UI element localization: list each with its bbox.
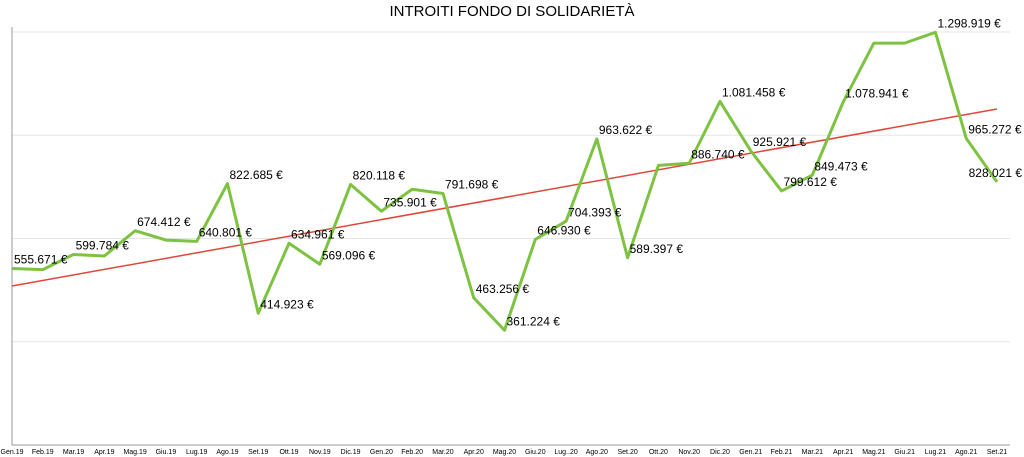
x-tick-label: Ott.20 [649,449,668,456]
x-tick-label: Gen.19 [1,449,24,456]
data-label: 555.671 € [14,253,68,267]
x-tick-label: Mar.19 [63,449,85,456]
data-label: 569.096 € [322,248,376,262]
x-tick-label: Ott.19 [279,449,298,456]
x-tick-label: Set.19 [248,449,268,456]
x-tick-label: Giu.20 [525,449,546,456]
data-label: 646.930 € [537,224,591,238]
x-tick-label: Apr.20 [464,449,484,456]
x-tick-label: Gen.20 [370,449,393,456]
data-label: 1.078.941 € [845,86,909,100]
x-tick-label: Lug.19 [186,449,208,456]
x-tick-label: Ago.19 [216,449,238,456]
data-label: 463.256 € [476,282,530,296]
x-tick-label: Dic.20 [710,449,730,456]
data-label: 704.393 € [568,205,622,219]
data-label: 886.740 € [691,147,745,161]
x-tick-label: Lug.21 [925,449,947,456]
x-tick-label: Feb.21 [771,449,793,456]
data-label: 674.412 € [137,215,191,229]
x-tick-label: Lug..20 [554,449,577,456]
data-label: 822.685 € [229,168,283,182]
data-label: 791.698 € [445,178,499,192]
data-label: 599.784 € [76,239,130,253]
x-tick-label: Mag.20 [493,449,516,456]
data-label: 634.961 € [291,227,345,241]
x-tick-label: Dic.19 [341,449,361,456]
data-label: 640.801 € [199,226,253,240]
x-tick-label: Mag.21 [862,449,885,456]
data-label: 589.397 € [630,242,684,256]
x-tick-label: Mar.21 [802,449,824,456]
x-tick-label: Nov.20 [678,449,700,456]
data-label: 799.612 € [784,175,838,189]
x-tick-label: Giu.21 [894,449,915,456]
trend-line [11,108,998,287]
data-label: 361.224 € [507,314,561,328]
data-label: 1.081.458 € [722,86,786,100]
data-label: 1.298.919 € [937,17,1001,31]
data-label: 828.021 € [969,166,1023,180]
x-tick-label: Ago.21 [955,449,977,456]
data-label: 820.118 € [353,169,406,183]
data-label: 414.923 € [260,297,314,311]
x-tick-label: Feb.19 [32,449,54,456]
chart-title: INTROITI FONDO DI SOLIDARIETÀ [389,3,634,20]
data-label: 849.473 € [814,159,868,173]
x-tick-label: Mar.20 [432,449,454,456]
data-label: 963.622 € [599,123,653,137]
x-tick-label: Feb.20 [401,449,423,456]
x-tick-label: Apr.19 [94,449,114,456]
x-tick-label: Gen.21 [739,449,762,456]
line [11,30,999,332]
data-label: 965.272 € [968,123,1022,137]
data-label: 735.901 € [383,195,437,209]
x-tick-label: Set.21 [987,449,1007,456]
data-label: 925.921 € [753,135,807,149]
x-tick-label: Mag.19 [123,449,146,456]
x-tick-label: Apr.21 [833,449,853,456]
x-tick-label: Nov.19 [309,449,331,456]
x-tick-label: Ago.20 [586,449,608,456]
x-tick-label: Giu.19 [156,449,177,456]
x-tick-label: Set.20 [618,449,638,456]
